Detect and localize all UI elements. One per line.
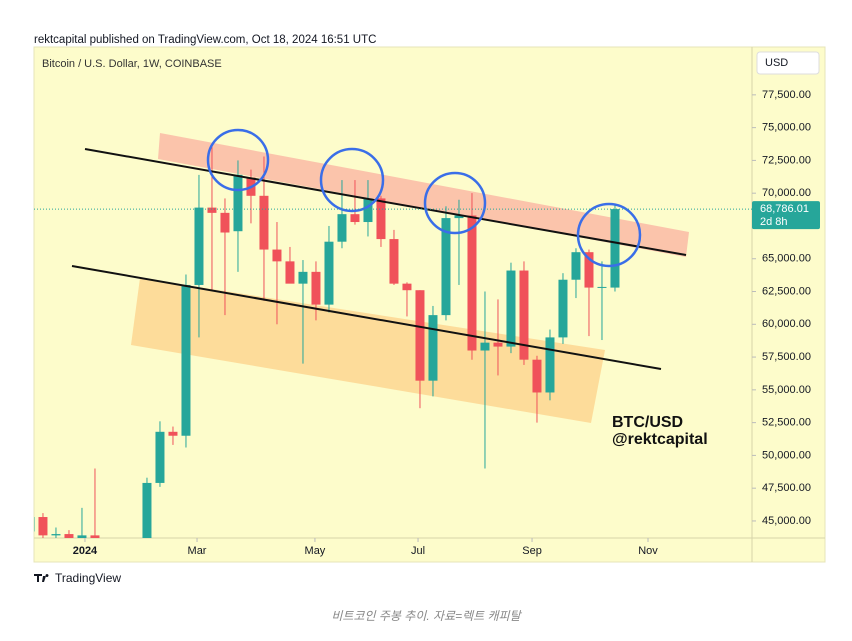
y-tick-label: 50,000.00	[762, 449, 811, 461]
y-tick-label: 75,000.00	[762, 122, 811, 134]
y-tick-label: 57,500.00	[762, 351, 811, 363]
candle-body	[389, 239, 399, 284]
candle-body	[597, 286, 607, 288]
candle-body	[34, 517, 35, 532]
candle-body	[571, 252, 581, 280]
candle-body	[610, 209, 620, 288]
y-tick-label: 60,000.00	[762, 318, 811, 330]
candle-body	[259, 195, 269, 250]
y-tick-label: 65,000.00	[762, 253, 811, 265]
currency: USD	[765, 57, 788, 69]
highlight-circle	[423, 171, 487, 235]
candle-body	[298, 271, 308, 284]
candle-body	[38, 517, 48, 536]
candle-body	[415, 290, 425, 381]
symbol-title: Bitcoin / U.S. Dollar, 1W, COINBASE	[42, 58, 222, 70]
candle-body	[142, 482, 152, 538]
candle-body	[272, 249, 282, 262]
y-tick-label: 45,000.00	[762, 515, 811, 527]
candle-body	[194, 207, 204, 285]
y-tick-label: 55,000.00	[762, 384, 811, 396]
drawings	[131, 133, 689, 423]
y-tick-label: 52,500.00	[762, 417, 811, 429]
y-tick-label: 62,500.00	[762, 285, 811, 297]
countdown: 2d 8h	[760, 216, 788, 228]
caption: 비트코인 주봉 추이. 자료=렉트 캐피탈	[331, 609, 522, 623]
x-tick-label: Mar	[188, 545, 207, 557]
y-tick-label: 47,500.00	[762, 482, 811, 494]
currency-box	[756, 51, 820, 75]
candle-body	[77, 535, 87, 538]
candle-body	[584, 252, 594, 288]
y-tick-label: 70,000.00	[762, 187, 811, 199]
candle-body	[64, 534, 74, 538]
annotation: @rektcapital	[612, 431, 708, 448]
resistance-band	[158, 133, 689, 257]
candle-body	[220, 212, 230, 233]
x-tick-label: 2024	[73, 545, 98, 557]
candle-body	[207, 207, 217, 213]
x-tick-label: Sep	[522, 545, 542, 557]
upper-trendline	[84, 148, 687, 256]
candle-body	[506, 270, 516, 347]
last-price-box	[752, 201, 820, 230]
candle-body	[51, 534, 61, 536]
candle-body	[376, 198, 386, 240]
highlight-circle	[319, 147, 385, 213]
candle-body	[233, 174, 243, 232]
candle-body	[181, 284, 191, 436]
candle-body	[285, 261, 295, 284]
highlight-circle	[576, 202, 642, 268]
candle-body	[90, 535, 100, 538]
candle-body	[428, 315, 438, 381]
annotation: BTC/USD	[612, 414, 683, 431]
candle-body	[350, 214, 360, 223]
candle-body	[545, 337, 555, 393]
x-tick-label: May	[305, 545, 326, 557]
brand-logo: TradingView	[34, 571, 121, 585]
logo-icon	[34, 574, 49, 582]
x-tick-label: Jul	[411, 545, 425, 557]
candle-body	[480, 342, 490, 351]
candle-body	[441, 218, 451, 316]
support-band	[131, 278, 605, 423]
candle-body	[324, 241, 334, 305]
lower-trendline	[71, 265, 662, 370]
brand: TradingView	[55, 571, 121, 585]
candle-body	[532, 359, 542, 393]
x-tick-label: Nov	[638, 545, 658, 557]
last-price-label: 68,786.01	[760, 203, 809, 215]
candle-body	[402, 283, 412, 291]
candle-body	[519, 270, 529, 360]
candle-body	[311, 271, 321, 305]
candle-body	[454, 215, 464, 219]
candle-body	[168, 431, 178, 436]
y-tick-label: 77,500.00	[762, 89, 811, 101]
candle-body	[558, 279, 568, 338]
candle-body	[467, 215, 477, 351]
candle-body	[493, 342, 503, 347]
trendlines	[71, 128, 687, 370]
candle-body	[155, 431, 165, 483]
header: rektcapital published on TradingView.com…	[34, 34, 376, 46]
candles	[34, 145, 620, 538]
candle-body	[363, 198, 373, 223]
y-tick-label: 72,500.00	[762, 154, 811, 166]
highlight-circle	[206, 128, 270, 192]
candle-body	[337, 214, 347, 242]
